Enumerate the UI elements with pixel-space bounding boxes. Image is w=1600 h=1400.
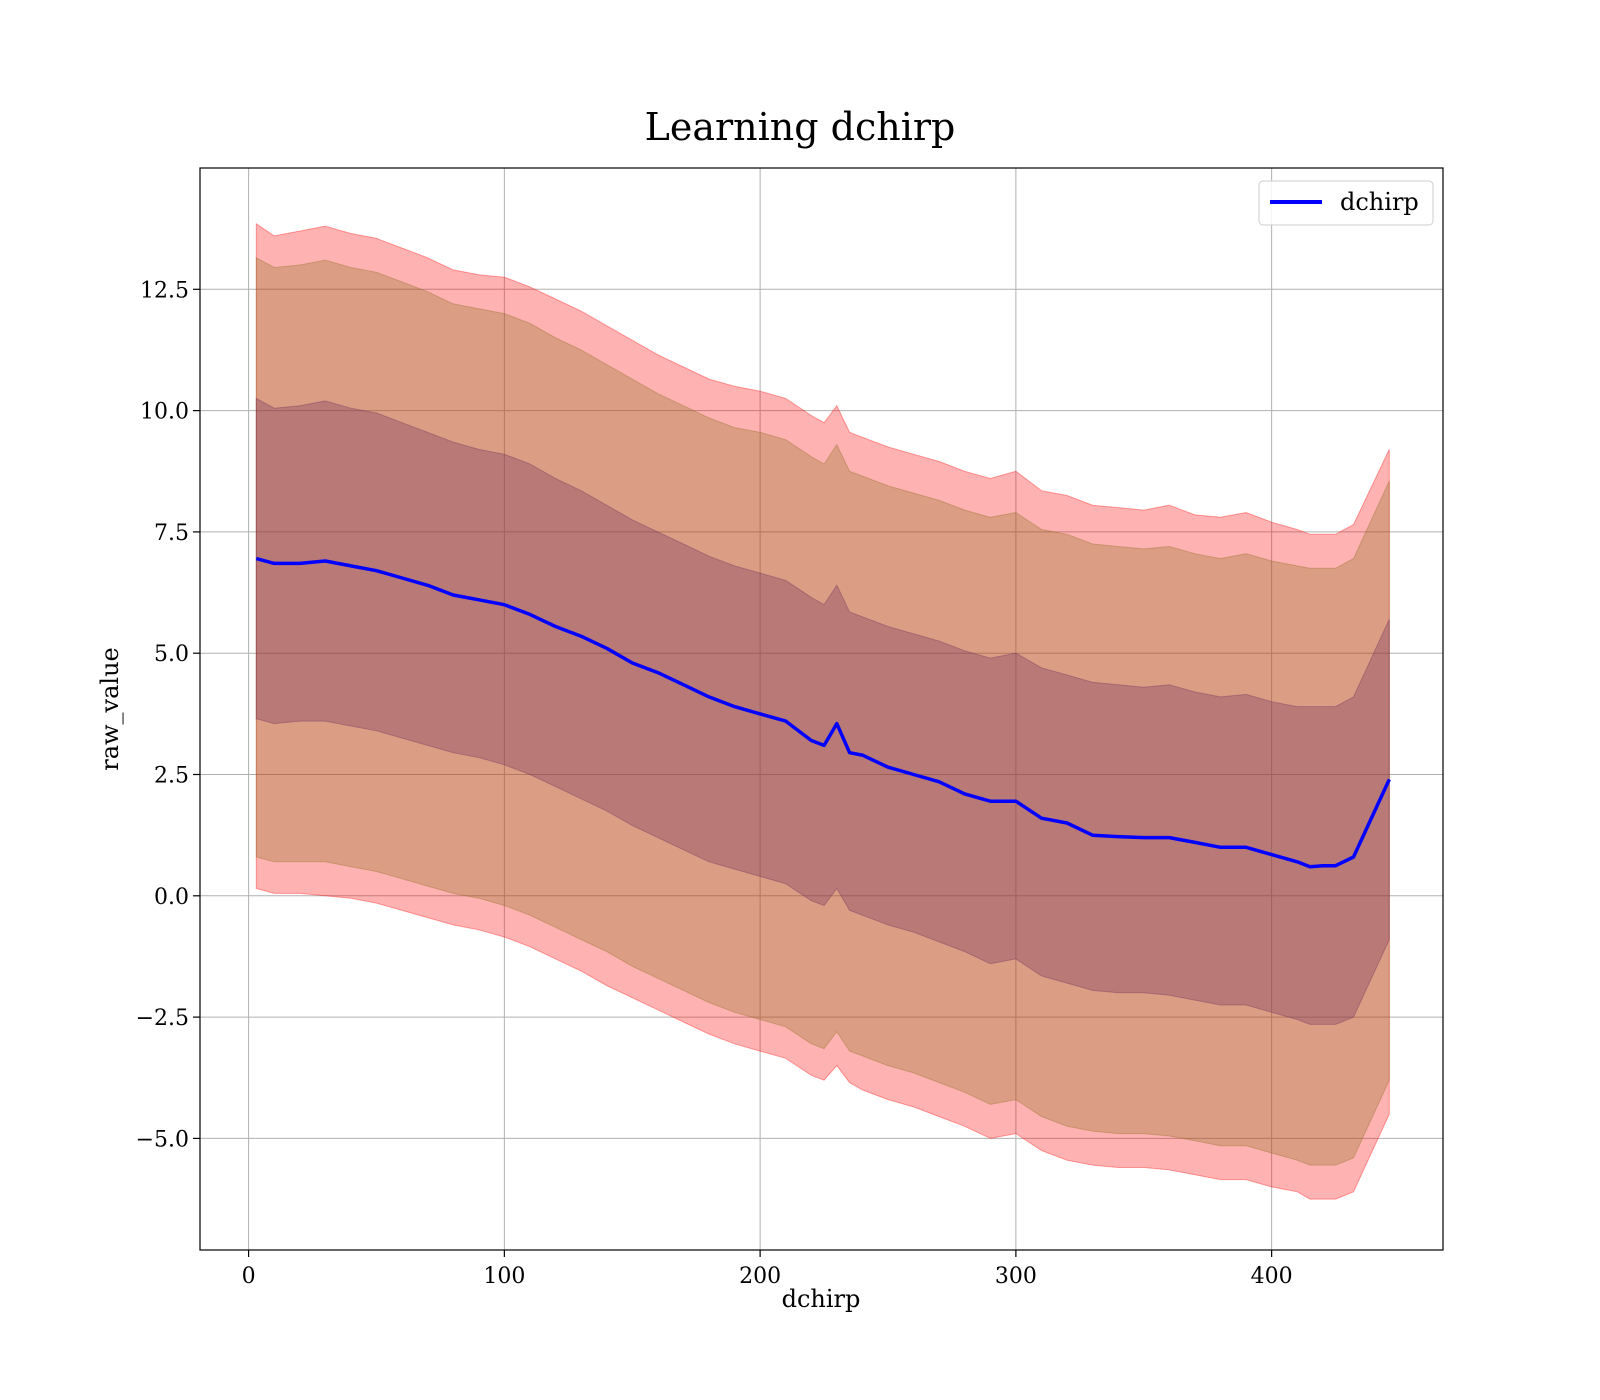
x-tick-label: 400 <box>1251 1264 1293 1289</box>
y-tick-label: 2.5 <box>154 764 189 789</box>
y-tick-label: 5.0 <box>154 642 189 667</box>
y-tick-label: 12.5 <box>140 278 189 303</box>
x-tick-label: 200 <box>739 1264 781 1289</box>
y-tick-label: −5.0 <box>136 1127 189 1152</box>
x-tick-label: 0 <box>242 1264 256 1289</box>
band-outer <box>255 222 1390 1200</box>
y-tick-label: 0.0 <box>154 885 189 910</box>
y-axis-label: raw_value <box>96 647 124 771</box>
x-tick-label: 100 <box>483 1264 525 1289</box>
y-tick-label: −2.5 <box>136 1006 189 1031</box>
x-axis-label: dchirp <box>782 1285 861 1313</box>
legend-box <box>1258 180 1434 226</box>
band-inner <box>255 397 1390 1025</box>
plot-frame <box>199 167 1444 1251</box>
axis-ticks: 0 100 200 300 400 −5.0 −2.5 0.0 2.5 5.0 7.5 10.0 12.… <box>136 278 1293 1289</box>
y-tick-label: 10.0 <box>140 400 189 425</box>
series-lines <box>255 556 1391 869</box>
confidence-bands <box>255 222 1390 1200</box>
x-tick-label: 300 <box>995 1264 1037 1289</box>
legend-label-dchirp: dchirp <box>1340 188 1419 216</box>
series-line-dchirp <box>255 556 1391 869</box>
grid-lines <box>200 168 1443 1250</box>
chart-title: Learning dchirp <box>645 105 956 149</box>
y-tick-label: 7.5 <box>154 521 189 546</box>
legend: dchirp <box>1258 180 1434 226</box>
band-middle <box>255 256 1390 1166</box>
